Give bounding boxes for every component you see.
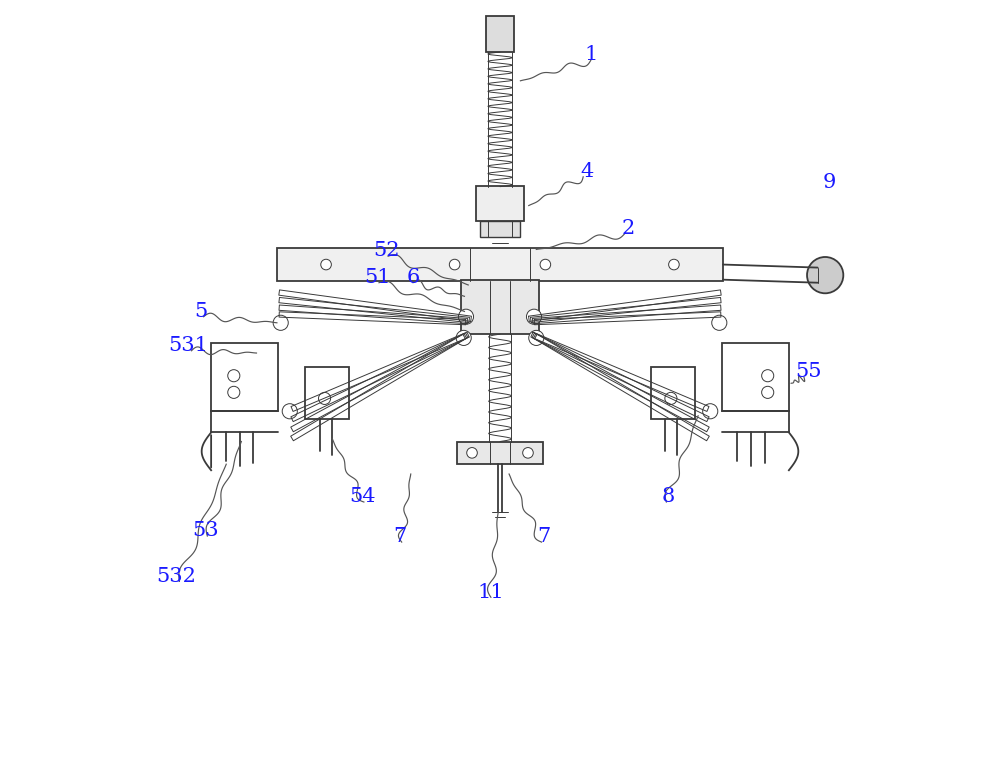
Text: 51: 51 <box>364 268 391 287</box>
Bar <box>277 248 723 281</box>
Text: 6: 6 <box>406 268 420 287</box>
Circle shape <box>273 315 288 330</box>
Circle shape <box>467 448 477 458</box>
Circle shape <box>449 260 460 270</box>
Circle shape <box>807 257 843 293</box>
Bar <box>305 367 349 419</box>
Circle shape <box>703 404 718 419</box>
Circle shape <box>712 315 727 330</box>
Text: 1: 1 <box>584 45 597 64</box>
Bar <box>461 279 539 334</box>
Text: 52: 52 <box>373 241 400 260</box>
Bar <box>651 367 695 419</box>
Bar <box>476 186 524 221</box>
Text: 55: 55 <box>795 363 822 382</box>
Bar <box>486 16 514 52</box>
Circle shape <box>523 448 533 458</box>
Text: 11: 11 <box>478 583 504 602</box>
Bar <box>722 343 789 411</box>
Circle shape <box>456 330 471 345</box>
Circle shape <box>529 330 544 345</box>
Text: 2: 2 <box>622 219 635 238</box>
Circle shape <box>669 260 679 270</box>
Circle shape <box>526 309 542 324</box>
Circle shape <box>458 309 474 324</box>
Circle shape <box>540 260 551 270</box>
Text: 7: 7 <box>537 528 550 546</box>
Circle shape <box>321 260 331 270</box>
Circle shape <box>228 370 240 382</box>
Text: 53: 53 <box>192 521 218 540</box>
Text: 9: 9 <box>822 173 836 192</box>
Text: 8: 8 <box>661 487 675 506</box>
Circle shape <box>282 404 297 419</box>
Text: 54: 54 <box>349 487 376 506</box>
Bar <box>480 221 520 238</box>
Circle shape <box>319 392 331 405</box>
Text: 5: 5 <box>195 302 208 321</box>
Circle shape <box>762 386 774 398</box>
Text: 532: 532 <box>156 567 196 586</box>
Circle shape <box>228 386 240 398</box>
Text: 4: 4 <box>580 162 594 181</box>
Bar <box>211 343 278 411</box>
Text: 531: 531 <box>168 336 208 355</box>
Circle shape <box>665 392 677 405</box>
Circle shape <box>762 370 774 382</box>
Text: 7: 7 <box>394 528 407 546</box>
Bar <box>457 442 543 465</box>
